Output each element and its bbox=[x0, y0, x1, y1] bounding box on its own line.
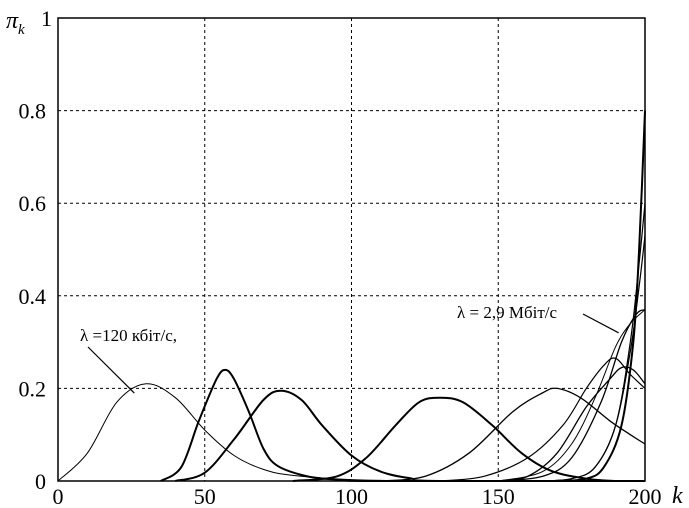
y-axis-label: πk bbox=[6, 8, 25, 38]
series-line-4 bbox=[292, 396, 645, 482]
series-line-9 bbox=[542, 235, 646, 482]
series-line-10 bbox=[542, 203, 646, 482]
plot-frame bbox=[57, 17, 646, 482]
grid bbox=[58, 18, 645, 481]
tick-labels: 0 50 100 150 200 0 0.2 0.4 0.6 0.8 1 bbox=[19, 6, 662, 508]
annotation-label-120kbit: λ =120 кбіт/с, bbox=[80, 326, 177, 345]
series-line-12 bbox=[439, 357, 646, 482]
y-tick-label: 0.8 bbox=[19, 99, 47, 124]
y-tick-label: 0.6 bbox=[19, 191, 47, 216]
annotation-label-2-9mbit: λ = 2,9 Мбіт/с bbox=[457, 303, 557, 322]
series-line-2 bbox=[160, 368, 645, 483]
series-line-11 bbox=[556, 110, 646, 482]
y-tick-label: 0.2 bbox=[19, 376, 47, 401]
y-tick-label: 0.4 bbox=[19, 284, 47, 309]
y-tick-label: 1 bbox=[41, 6, 52, 31]
series-line-8 bbox=[498, 309, 646, 482]
x-tick-label: 150 bbox=[482, 484, 515, 508]
annotations: λ =120 кбіт/с, λ = 2,9 Мбіт/с bbox=[80, 303, 619, 394]
x-axis-label: k bbox=[672, 483, 683, 508]
annotation-leader-120kbit bbox=[87, 346, 135, 394]
annotation-leader-2-9mbit bbox=[582, 313, 619, 334]
y-tick-label: 0 bbox=[35, 469, 46, 494]
x-tick-label: 0 bbox=[53, 484, 64, 508]
x-tick-label: 200 bbox=[629, 484, 662, 508]
x-tick-label: 50 bbox=[194, 484, 216, 508]
x-tick-label: 100 bbox=[335, 484, 368, 508]
series-line-6 bbox=[498, 366, 646, 482]
